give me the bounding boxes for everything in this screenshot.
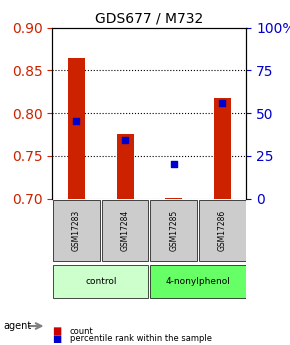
Text: 4-nonylphenol: 4-nonylphenol (166, 277, 230, 286)
Text: GSM17285: GSM17285 (169, 210, 178, 251)
Text: percentile rank within the sample: percentile rank within the sample (70, 334, 212, 343)
FancyBboxPatch shape (150, 200, 197, 262)
FancyBboxPatch shape (199, 200, 246, 262)
Bar (117, 135, 134, 199)
Title: GDS677 / M732: GDS677 / M732 (95, 11, 204, 25)
FancyBboxPatch shape (102, 200, 148, 262)
Point (171, 162, 176, 167)
Text: agent: agent (3, 321, 31, 331)
Bar (68, 58, 85, 199)
Bar (214, 98, 231, 199)
Text: ■: ■ (52, 334, 61, 344)
FancyBboxPatch shape (53, 265, 148, 298)
Text: GSM17286: GSM17286 (218, 210, 227, 251)
Point (123, 138, 127, 143)
Text: ■: ■ (52, 326, 61, 336)
Point (220, 100, 224, 106)
Text: count: count (70, 327, 93, 336)
Text: control: control (85, 277, 117, 286)
Point (74, 118, 79, 124)
Text: GSM17284: GSM17284 (121, 210, 130, 251)
Bar (165, 198, 182, 199)
Text: GSM17283: GSM17283 (72, 210, 81, 251)
FancyBboxPatch shape (53, 200, 100, 262)
FancyBboxPatch shape (150, 265, 246, 298)
